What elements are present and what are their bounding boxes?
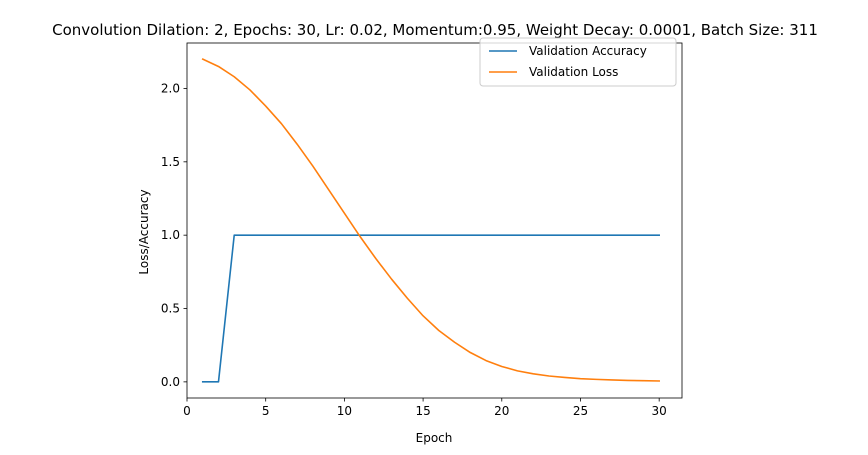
series-line-validation-accuracy [201, 234, 660, 383]
legend-entry-label: Validation Accuracy [529, 44, 647, 58]
y-tick-label: 1.5 [161, 155, 180, 169]
y-tick-label: 0.5 [161, 302, 180, 316]
x-tick-label: 15 [415, 404, 430, 418]
x-tick-label: 5 [262, 404, 270, 418]
plot-frame [186, 42, 683, 399]
axes: 0 5 10 15 20 25 30 0.0 0.5 1.0 1.5 2.0 [161, 42, 683, 418]
x-axis-label: Epoch [416, 431, 453, 445]
y-tick-label: 1.0 [161, 228, 180, 242]
y-axis-label: Loss/Accuracy [137, 189, 151, 274]
series-line-validation-loss [201, 58, 660, 382]
legend: Validation Accuracy Validation Loss [479, 37, 677, 87]
y-tick-label: 0.0 [161, 375, 180, 389]
legend-entry-label: Validation Loss [529, 65, 618, 79]
x-tick-label: 20 [494, 404, 509, 418]
y-tick-label: 2.0 [161, 81, 180, 95]
x-tick-label: 0 [183, 404, 191, 418]
chart-title: Convolution Dilation: 2, Epochs: 30, Lr:… [52, 21, 818, 39]
x-tick-label: 10 [337, 404, 352, 418]
plot-area [201, 58, 660, 383]
x-tick-label: 25 [573, 404, 588, 418]
x-tick-label: 30 [652, 404, 667, 418]
legend-box [479, 37, 677, 87]
